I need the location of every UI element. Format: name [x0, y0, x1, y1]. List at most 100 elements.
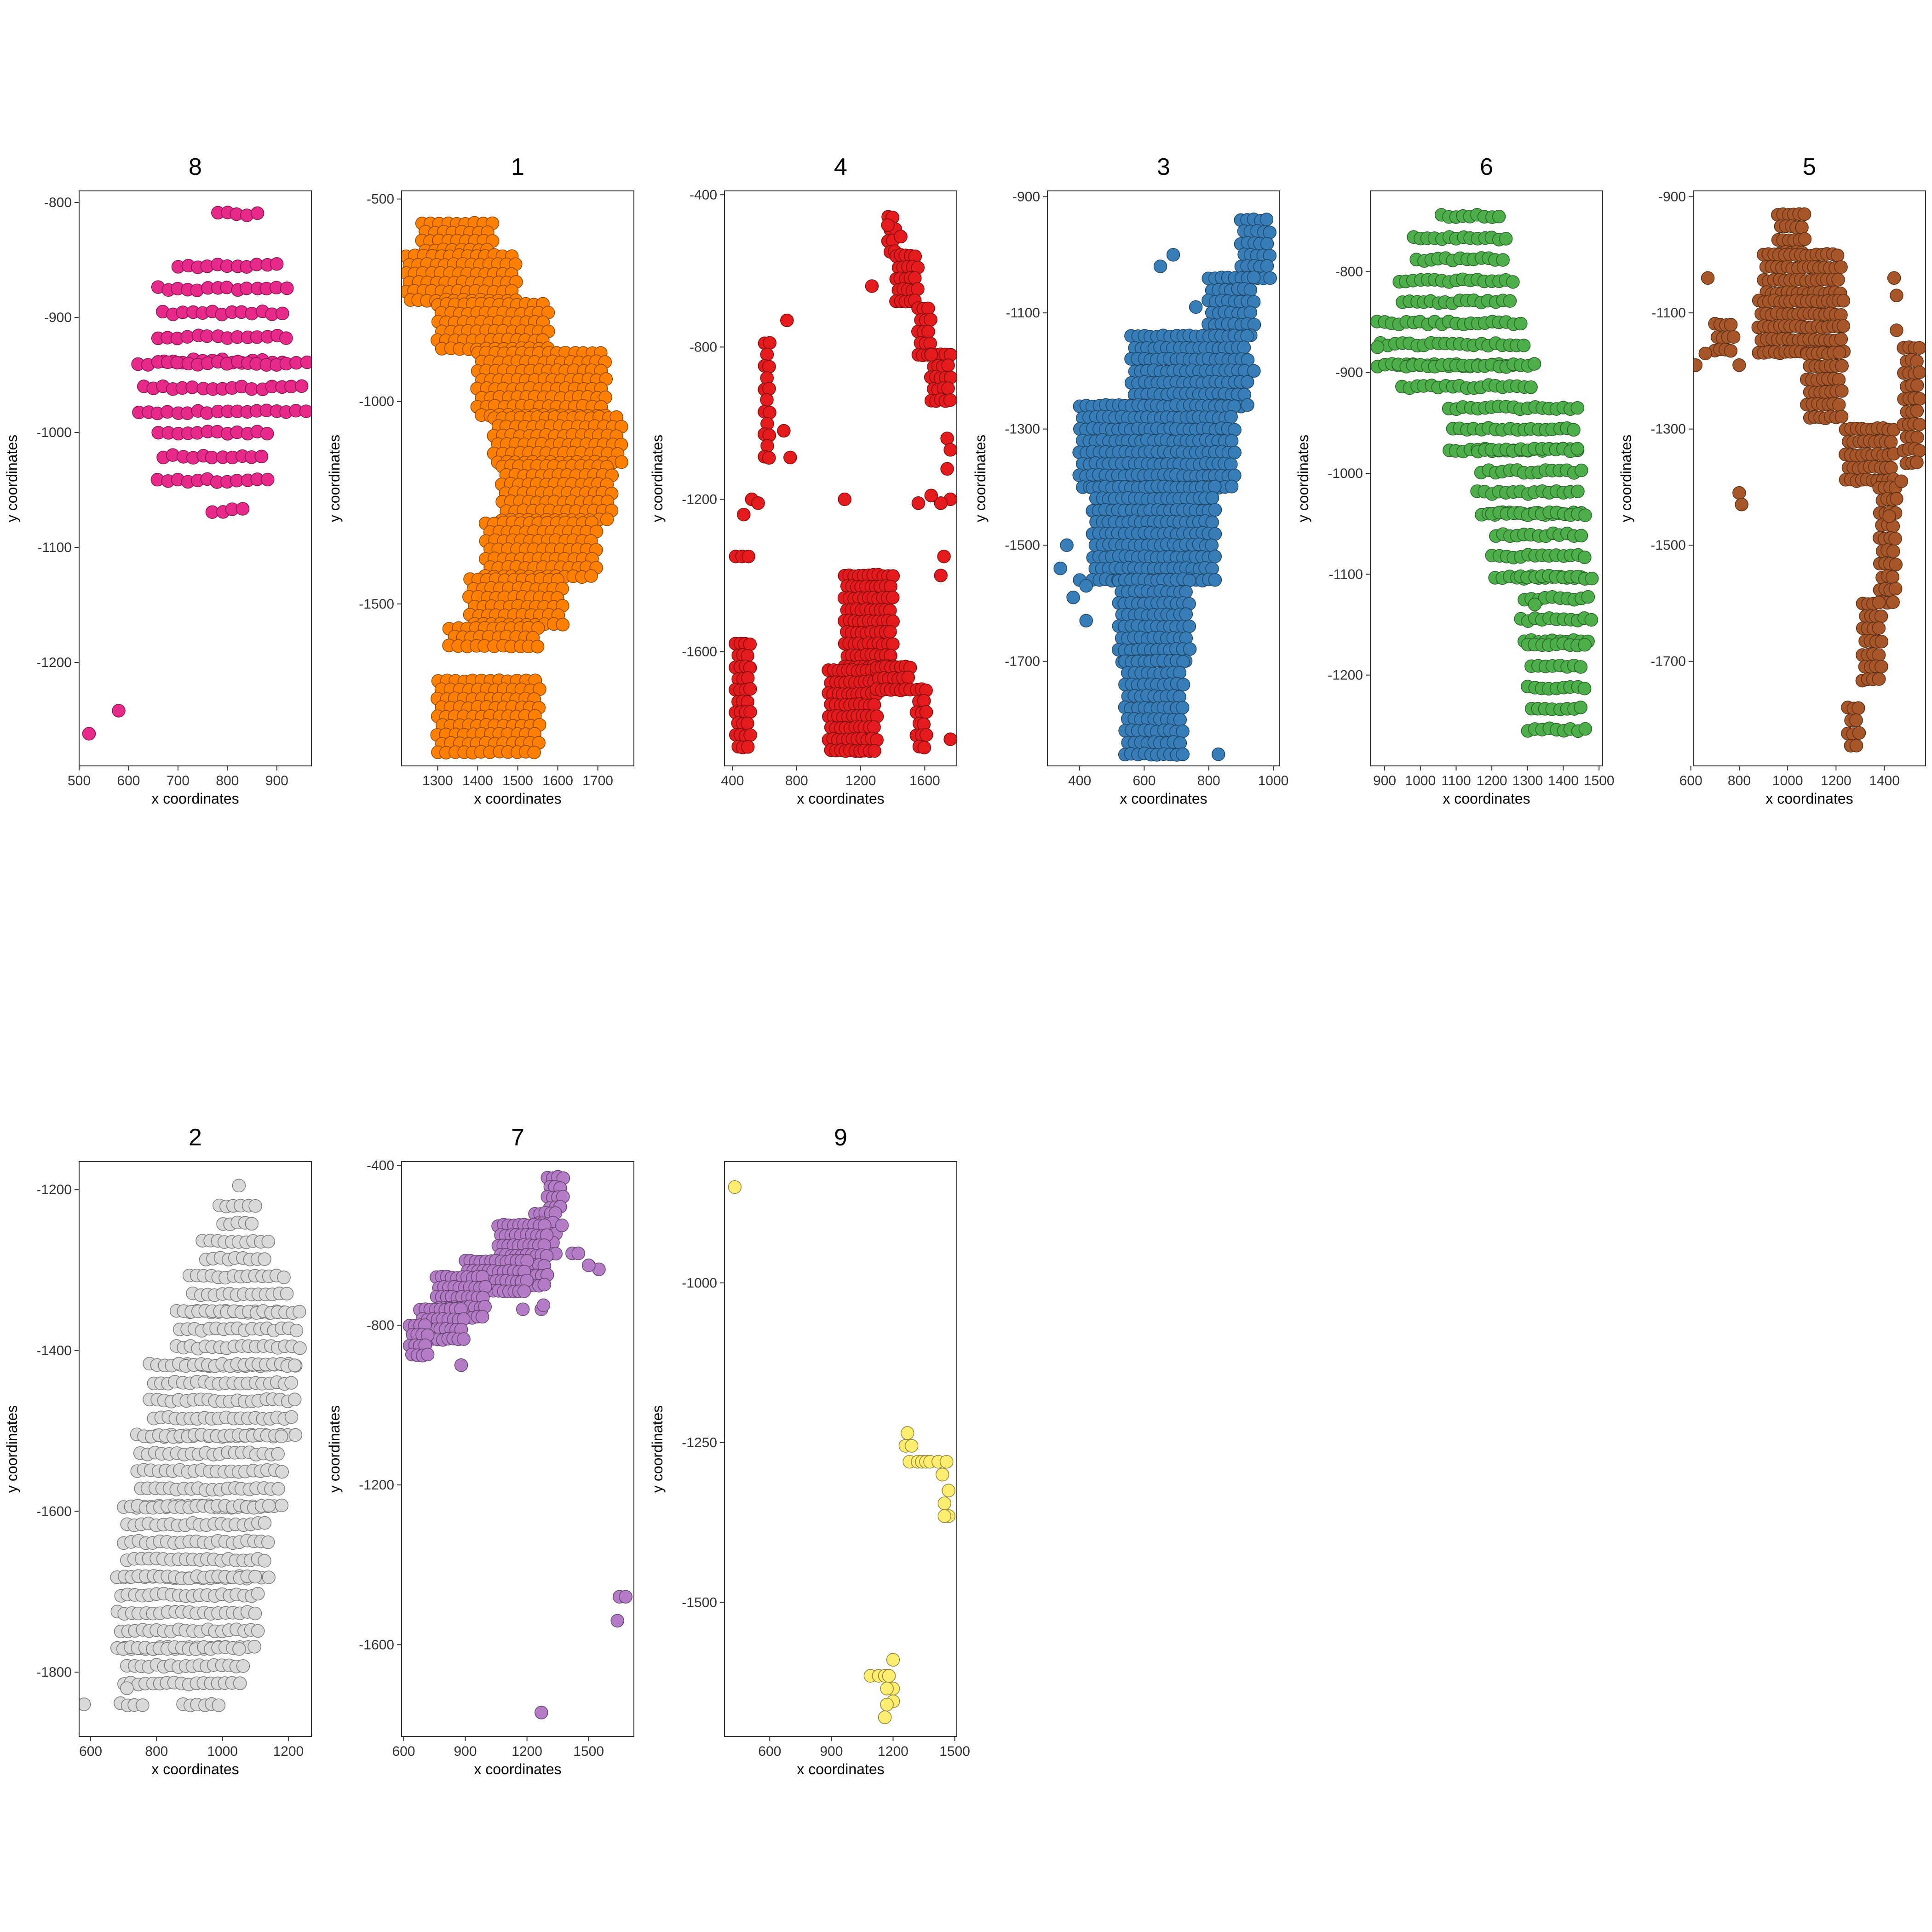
data-point — [1834, 308, 1848, 322]
data-point — [1913, 365, 1926, 380]
data-point — [1528, 598, 1542, 611]
y-tick-label: -1200 — [682, 492, 717, 507]
data-point — [258, 1554, 271, 1568]
data-point — [1872, 672, 1886, 686]
data-point — [1208, 503, 1222, 517]
data-point — [1581, 590, 1595, 604]
facet-panel-7: 7 600 900 1200 1500 -400 -800 -1200 -1600 x coord… — [326, 1124, 634, 1777]
data-point — [1524, 380, 1538, 394]
data-point — [1830, 248, 1845, 263]
points-layer — [402, 216, 628, 760]
data-point — [294, 379, 309, 393]
data-point — [1886, 595, 1900, 609]
data-point — [245, 1217, 259, 1231]
x-tick-label: 800 — [785, 773, 808, 788]
data-point — [1890, 288, 1903, 303]
y-tick-label: -1700 — [1005, 654, 1040, 669]
data-point — [251, 1587, 265, 1601]
data-point — [82, 727, 96, 741]
data-point — [1574, 529, 1588, 543]
x-tick-label: 1200 — [878, 1744, 908, 1759]
data-point — [277, 1271, 291, 1284]
x-axis-label: x coordinates — [797, 1761, 884, 1777]
data-point — [247, 1640, 261, 1654]
points-layer — [1370, 208, 1599, 738]
y-tick-label: -1000 — [682, 1276, 717, 1291]
data-point — [743, 682, 757, 696]
data-point — [1724, 318, 1738, 332]
data-point — [760, 393, 774, 407]
data-point — [527, 745, 541, 759]
data-point — [762, 360, 776, 374]
data-point — [881, 218, 895, 232]
data-point — [288, 1392, 302, 1407]
data-point — [1874, 610, 1888, 623]
data-point — [940, 431, 954, 445]
data-point — [886, 591, 900, 604]
data-point — [867, 698, 881, 712]
data-point — [1910, 455, 1924, 469]
y-tick-label: -1100 — [37, 540, 72, 555]
data-point — [943, 443, 957, 457]
data-point — [1570, 442, 1584, 456]
data-point — [112, 704, 126, 718]
data-point — [610, 1614, 624, 1628]
y-tick-label: -1200 — [1328, 668, 1363, 683]
data-point — [248, 1606, 262, 1621]
data-point — [911, 496, 926, 510]
y-tick-label: -900 — [1658, 190, 1686, 205]
x-tick-label: 1500 — [502, 773, 533, 788]
panel-frame — [401, 1161, 634, 1737]
data-point — [1852, 726, 1866, 740]
data-point — [1913, 392, 1926, 406]
data-point — [743, 705, 757, 719]
facet-panel-4: 4 400 800 1200 1600 -400 -800 -1200 -1600 x coord… — [649, 154, 957, 807]
data-point — [882, 1669, 896, 1683]
data-point — [1211, 747, 1225, 761]
x-tick-label: 400 — [721, 773, 744, 788]
panel-title: 6 — [1480, 154, 1493, 180]
data-point — [1849, 739, 1863, 753]
data-point — [535, 1706, 548, 1719]
data-point — [261, 472, 275, 487]
x-tick-label: 900 — [1373, 773, 1396, 788]
data-point — [1834, 332, 1848, 346]
panel-title: 9 — [834, 1124, 847, 1151]
data-point — [1208, 527, 1222, 541]
data-point — [454, 1358, 468, 1372]
data-point — [1571, 484, 1585, 498]
data-point — [584, 569, 598, 583]
data-point — [1189, 300, 1203, 314]
y-tick-label: -1250 — [682, 1435, 717, 1450]
data-point — [1910, 354, 1924, 368]
y-tick-label: -1400 — [36, 1343, 72, 1358]
data-point — [1910, 379, 1924, 392]
data-point — [937, 1509, 951, 1523]
data-point — [600, 512, 614, 526]
y-tick-label: -800 — [44, 195, 72, 210]
data-point — [270, 257, 284, 271]
data-point — [743, 728, 757, 742]
data-point — [1496, 253, 1510, 267]
data-point — [780, 313, 794, 328]
data-point — [934, 496, 948, 510]
data-point — [924, 348, 938, 362]
data-point — [1079, 614, 1093, 628]
data-point — [300, 355, 311, 369]
y-tick-label: -400 — [690, 187, 717, 202]
data-point — [880, 1697, 894, 1712]
data-point — [1243, 283, 1258, 297]
data-point — [1882, 509, 1896, 523]
data-point — [248, 1199, 262, 1213]
x-tick-label: 1700 — [582, 773, 613, 788]
data-point — [581, 1258, 596, 1272]
x-tick-label: 1300 — [422, 773, 453, 788]
y-tick-label: -800 — [690, 339, 717, 355]
data-point — [457, 1332, 471, 1346]
data-point — [1182, 574, 1196, 587]
data-point — [1173, 736, 1187, 750]
data-point — [220, 281, 234, 294]
data-point — [79, 1697, 91, 1711]
data-point — [880, 1682, 894, 1696]
data-point — [919, 705, 933, 719]
